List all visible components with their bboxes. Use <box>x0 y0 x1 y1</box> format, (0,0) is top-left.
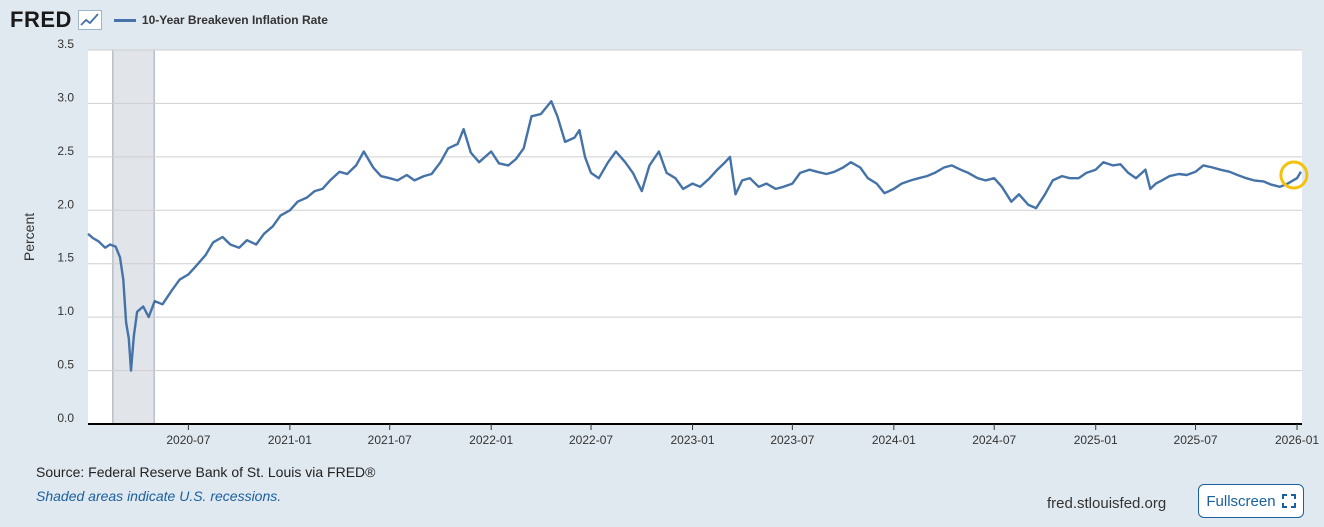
graph-header: FRED 10-Year Breakeven Inflation Rate <box>10 6 328 34</box>
y-tick-label: 3.0 <box>57 90 74 104</box>
y-tick-label: 2.0 <box>57 197 74 211</box>
y-tick-label: 0.5 <box>57 358 74 372</box>
x-tick-label: 2021-01 <box>268 433 312 447</box>
source-text: Source: Federal Reserve Bank of St. Loui… <box>36 464 376 480</box>
recession-note: Shaded areas indicate U.S. recessions. <box>36 488 282 504</box>
y-tick-label: 2.5 <box>57 144 74 158</box>
y-tick-label: 1.0 <box>57 304 74 318</box>
site-link[interactable]: fred.stlouisfed.org <box>1047 495 1167 512</box>
line-chart-icon <box>77 10 102 30</box>
x-tick-label: 2024-07 <box>972 433 1016 447</box>
legend-swatch <box>113 18 136 22</box>
x-tick-label: 2026-01 <box>1275 433 1319 447</box>
fred-logo[interactable]: FRED <box>10 7 72 32</box>
plot-area: 0.0 0.5 1.0 1.5 2.0 2.5 3.0 3.5 2020-07 2021-01 20… <box>21 37 1319 447</box>
x-tick-label: 2020-07 <box>166 433 210 447</box>
x-tick-label: 2022-07 <box>569 433 613 447</box>
y-tick-label: 0.0 <box>57 411 74 425</box>
plot-background <box>88 50 1302 424</box>
x-tick-label: 2021-07 <box>368 433 412 447</box>
highlight-circle <box>1279 160 1309 190</box>
x-tick-label: 2023-07 <box>770 433 814 447</box>
fullscreen-button[interactable]: Fullscreen <box>1198 484 1304 518</box>
fullscreen-label: Fullscreen <box>1206 492 1276 510</box>
recession-shading <box>112 49 155 425</box>
x-tick-label: 2022-01 <box>469 433 513 447</box>
x-tick-label: 2023-01 <box>670 433 714 447</box>
y-tick-label: 3.5 <box>57 37 74 51</box>
chart[interactable]: 0.0 0.5 1.0 1.5 2.0 2.5 3.0 3.5 2020-07 2021-01 20… <box>0 0 1324 460</box>
legend: 10-Year Breakeven Inflation Rate <box>113 13 328 27</box>
y-axis-label: Percent <box>21 213 37 261</box>
x-tick-label: 2025-07 <box>1174 433 1218 447</box>
x-tick-label: 2024-01 <box>872 433 916 447</box>
legend-label: 10-Year Breakeven Inflation Rate <box>141 13 328 27</box>
series-line <box>87 100 1302 372</box>
x-tick-label: 2025-01 <box>1074 433 1118 447</box>
expand-icon <box>1281 494 1296 508</box>
y-tick-label: 1.5 <box>57 251 74 265</box>
